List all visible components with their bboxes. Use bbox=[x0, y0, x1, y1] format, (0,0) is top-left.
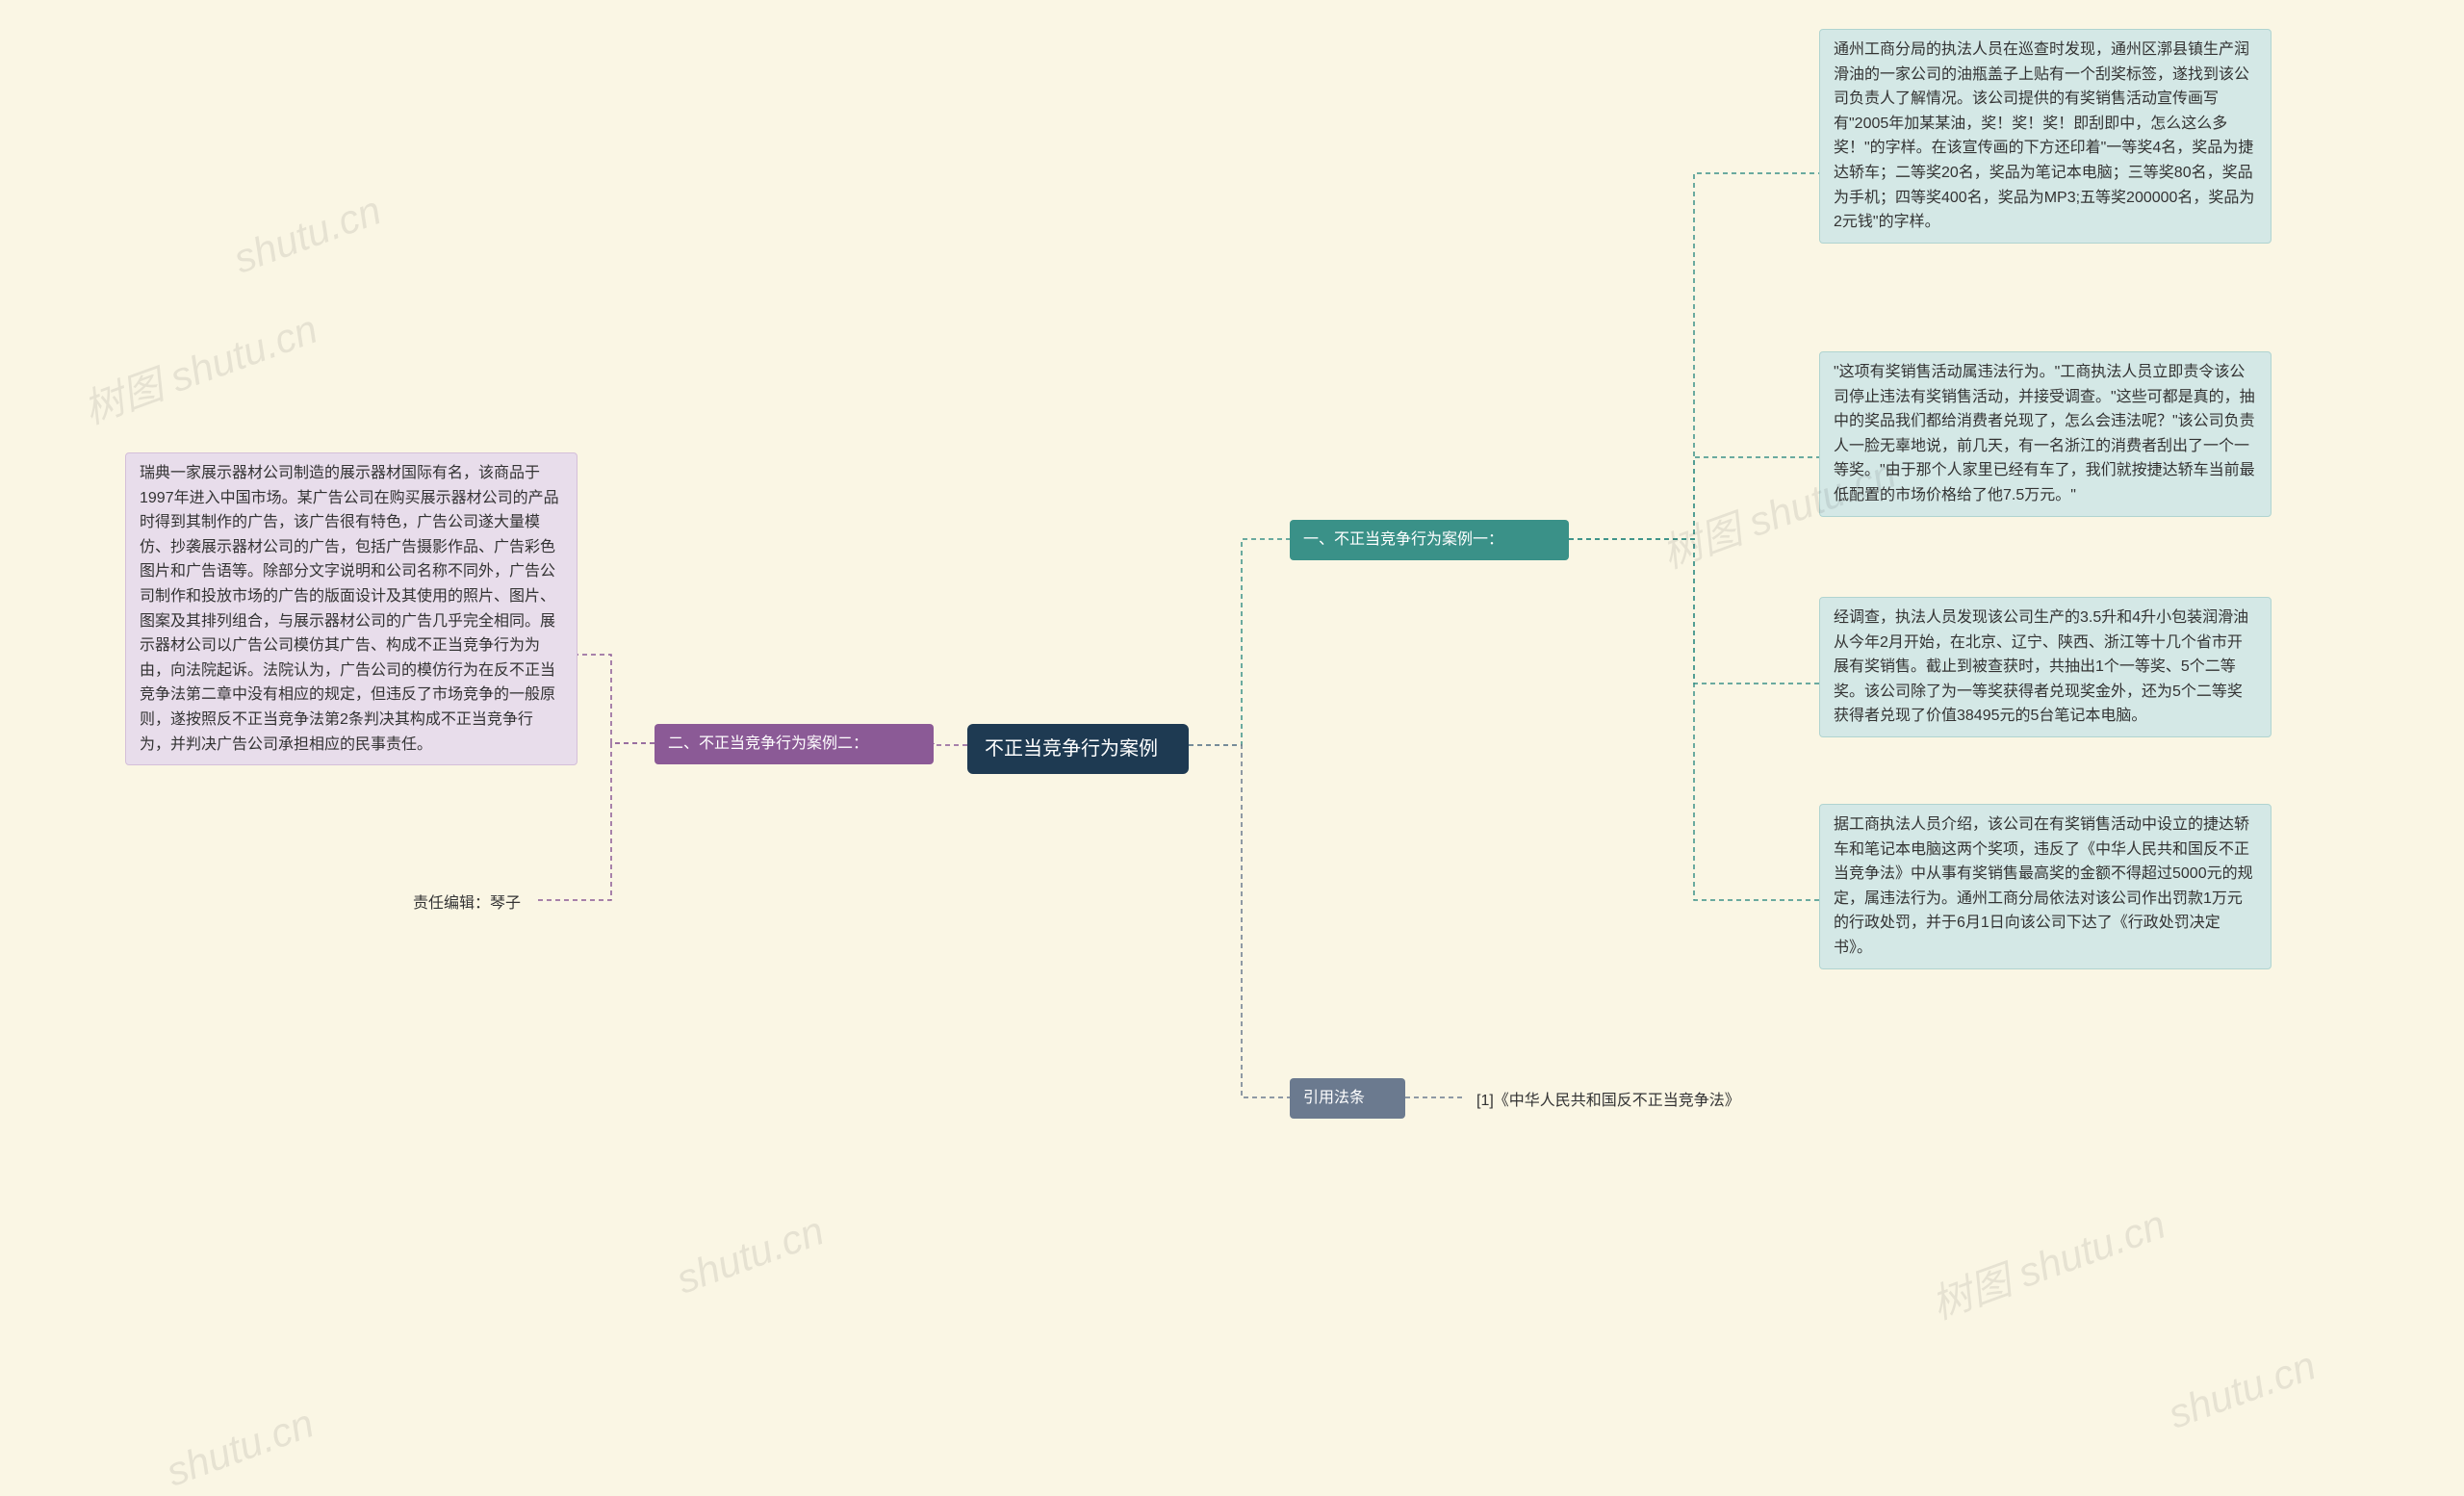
case2-leaf-0: 瑞典一家展示器材公司制造的展示器材国际有名，该商品于1997年进入中国市场。某广… bbox=[125, 452, 578, 765]
case1-leaf-2: 经调查，执法人员发现该公司生产的3.5升和4升小包装润滑油从今年2月开始，在北京… bbox=[1819, 597, 2272, 737]
center-node[interactable]: 不正当竞争行为案例 bbox=[967, 724, 1189, 774]
case1-leaf-1: "这项有奖销售活动属违法行为。"工商执法人员立即责令该公司停止违法有奖销售活动，… bbox=[1819, 351, 2272, 517]
watermark: 树图 shutu.cn bbox=[1922, 1192, 2172, 1330]
watermark: 树图 shutu.cn bbox=[74, 297, 324, 435]
watermark: shutu.cn bbox=[2163, 1342, 2323, 1437]
watermark: shutu.cn bbox=[161, 1400, 321, 1495]
branch-citation[interactable]: 引用法条 bbox=[1290, 1078, 1405, 1119]
branch-case1[interactable]: 一、不正当竞争行为案例一： bbox=[1290, 520, 1569, 560]
citation-leaf-0: [1]《中华人民共和国反不正当竞争法》 bbox=[1463, 1081, 1790, 1122]
branch-case2[interactable]: 二、不正当竞争行为案例二： bbox=[654, 724, 934, 764]
case2-editor-credit: 责任编辑：琴子 bbox=[371, 884, 534, 924]
case1-leaf-3: 据工商执法人员介绍，该公司在有奖销售活动中设立的捷达轿车和笔记本电脑这两个奖项，… bbox=[1819, 804, 2272, 969]
watermark: shutu.cn bbox=[671, 1207, 831, 1303]
watermark: shutu.cn bbox=[228, 187, 388, 282]
case1-leaf-0: 通州工商分局的执法人员在巡查时发现，通州区漷县镇生产润滑油的一家公司的油瓶盖子上… bbox=[1819, 29, 2272, 244]
